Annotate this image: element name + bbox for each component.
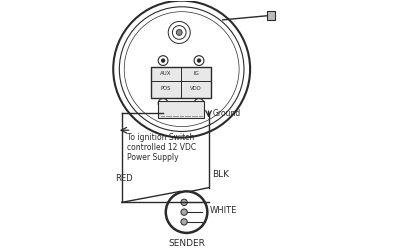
Circle shape <box>181 199 187 205</box>
Text: RED: RED <box>116 174 133 183</box>
Circle shape <box>197 101 201 105</box>
Text: VDO: VDO <box>190 86 202 92</box>
Text: SENDER: SENDER <box>168 239 205 248</box>
Circle shape <box>161 58 165 63</box>
Text: POS: POS <box>161 86 171 92</box>
Circle shape <box>181 219 187 225</box>
Text: AUX: AUX <box>160 70 172 76</box>
Text: IG: IG <box>193 70 199 76</box>
Text: Ground: Ground <box>212 109 240 118</box>
Text: To ignition Switch
controlled 12 VDC
Power Supply: To ignition Switch controlled 12 VDC Pow… <box>127 133 196 162</box>
Text: BLK: BLK <box>212 170 229 179</box>
Circle shape <box>161 101 165 105</box>
Circle shape <box>197 58 201 63</box>
Bar <box>267 11 275 20</box>
Circle shape <box>181 209 187 215</box>
Bar <box>151 67 211 98</box>
Circle shape <box>176 30 182 36</box>
Bar <box>158 101 204 118</box>
Text: WHITE: WHITE <box>210 206 237 216</box>
